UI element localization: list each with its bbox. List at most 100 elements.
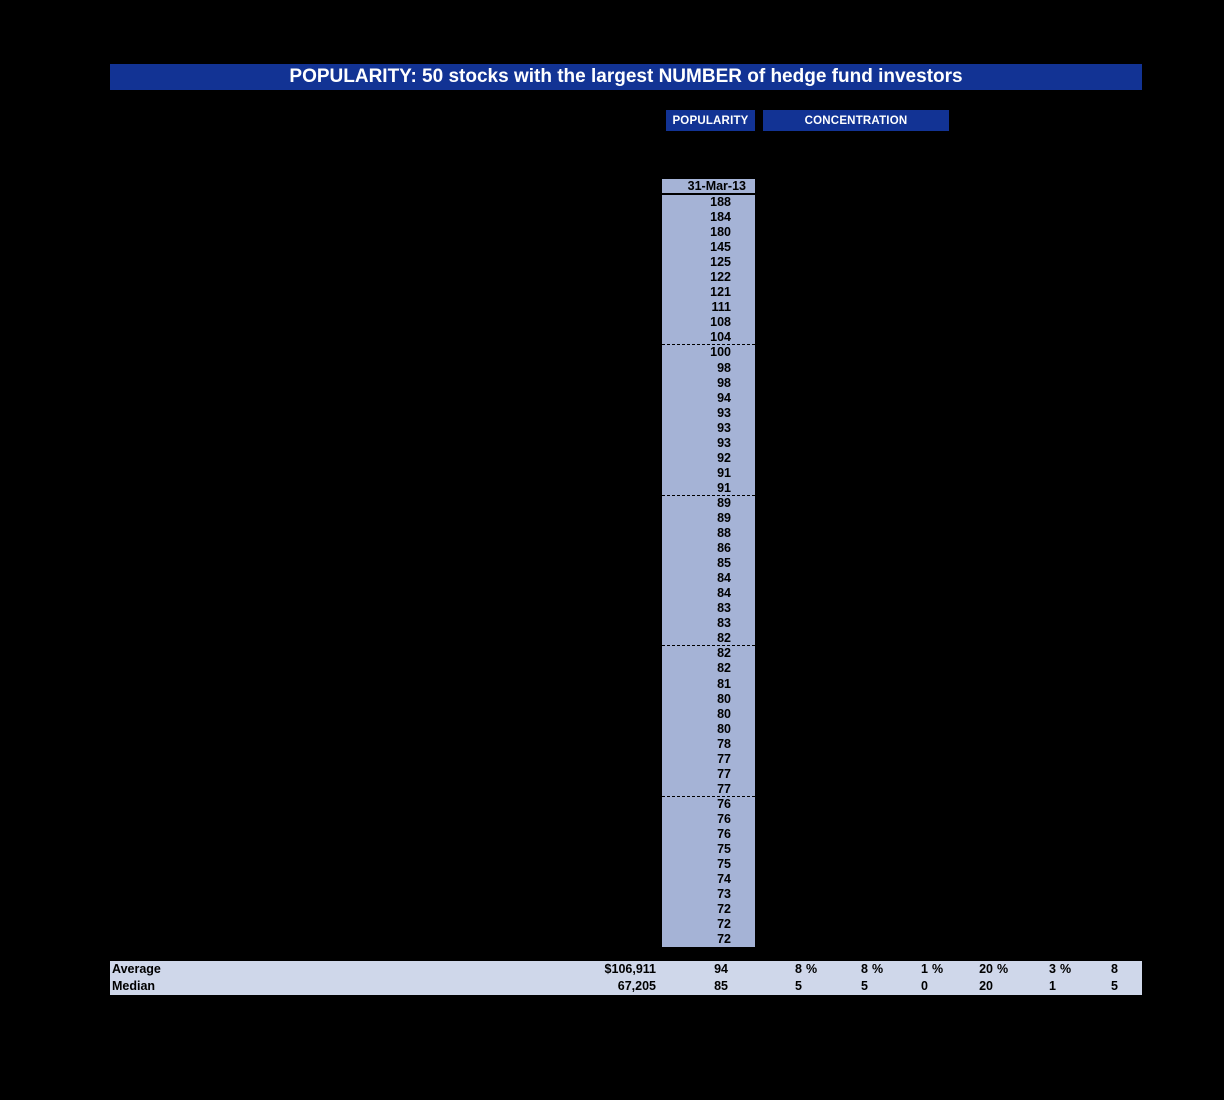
investor-count-cell: 93 [717,420,731,435]
summary-row-label: Median [112,979,156,993]
investor-count-cell: 82 [717,646,731,661]
investor-count-cell: 76 [717,811,731,826]
investor-count-cell: 180 [710,225,731,240]
summary-value-number: 85 [714,979,728,993]
tab-concentration[interactable]: CONCENTRATION [763,110,949,131]
investor-count-cell: 72 [717,917,731,932]
summary-value-cell: 8% [708,961,818,978]
summary-value-number: 1 [921,962,928,976]
investor-count-cell: 80 [717,706,731,721]
summary-value-unit [1118,961,1134,978]
investor-count-cell: 94 [717,390,731,405]
investor-count-cell: 72 [717,932,731,947]
summary-value-number: 8 [795,962,802,976]
investor-count-cell: 89 [717,495,731,510]
summary-value-number: 8 [861,962,868,976]
investor-count-cell: 188 [710,195,731,209]
investor-count-cell: 91 [662,481,755,496]
summary-value-number: 20 [979,962,993,976]
investor-count-cell: 125 [710,255,731,270]
summary-value-unit: % [1060,962,1072,976]
investor-count-cell: 78 [717,736,731,751]
investor-count-cell: 145 [710,240,731,255]
summary-value-cell: 0 [834,978,944,995]
investor-count-cell: 76 [717,826,731,841]
summary-value-number: 5 [1111,979,1118,993]
investor-count-cell: 82 [717,661,731,676]
summary-value-number: 94 [714,962,728,976]
investor-count-cell: 89 [717,510,731,525]
summary-value-unit: % [806,962,818,976]
investor-count-cell: 75 [717,857,731,872]
summary-value-cell: 5 [774,978,884,995]
investor-count-cell: 184 [710,210,731,225]
investor-count-cell: 122 [710,270,731,285]
investor-count-cell: 93 [717,435,731,450]
summary-row-median: Median 67,205 85 5 5 0 20 1 5 [110,978,1142,995]
summary-value-cell: 1% [834,961,944,978]
investor-count-cell: 76 [717,796,731,811]
summary-value-cell: 1 [962,978,1072,995]
summary-value-number: 67,205 [617,979,656,993]
report-title-banner: POPULARITY: 50 stocks with the largest N… [110,64,1142,90]
investor-count-cell: 91 [717,465,731,480]
summary-row-label: Average [112,962,161,976]
date-column-header: 31-Mar-13 [662,178,755,195]
summary-value-cell: 67,205 [562,978,672,995]
investor-count-cell: 83 [717,616,731,631]
summary-value-cell: 94 [634,961,744,978]
investor-count-cell: 74 [717,872,731,887]
investor-count-cell: 72 [717,902,731,917]
investor-count-cell: 82 [662,631,755,647]
investor-count-cell: 73 [717,887,731,902]
summary-value-cell: 8% [774,961,884,978]
investor-count-cell: 80 [717,721,731,736]
summary-band: Average $106,911 94 8% 8% 1% 20% 3% 8 Median 67,20… [110,961,1142,995]
summary-value-unit [1118,978,1134,995]
investor-count-cell: 77 [717,766,731,781]
investor-count-cell: 86 [717,541,731,556]
investor-count-cell: 77 [717,751,731,766]
investor-count-cell: 93 [717,405,731,420]
summary-value-cell: 5 [1024,978,1134,995]
summary-value-number: $106,911 [604,962,656,976]
summary-value-cell: 20% [899,961,1009,978]
summary-value-cell: $106,911 [562,961,672,978]
summary-value-cell: 3% [962,961,1072,978]
summary-value-cell: 85 [634,978,744,995]
investor-count-cell: 77 [662,782,755,797]
investor-count-cell: 80 [717,691,731,706]
investor-count-cell: 98 [717,375,731,390]
investor-count-cell: 104 [662,330,755,346]
summary-value-number: 5 [795,979,802,993]
summary-value-number: 1 [1049,979,1056,993]
summary-value-cell: 8 [1024,961,1134,978]
summary-value-number: 5 [861,979,868,993]
summary-value-unit: % [932,962,944,976]
summary-value-unit: % [872,962,884,976]
tab-popularity[interactable]: POPULARITY [666,110,755,131]
investor-count-cell: 85 [717,556,731,571]
summary-value-number: 3 [1049,962,1056,976]
summary-value-number: 8 [1111,962,1118,976]
investor-count-cell: 92 [717,450,731,465]
investor-count-cell: 88 [717,526,731,541]
investor-count-cell: 83 [717,601,731,616]
report-title: POPULARITY: 50 stocks with the largest N… [289,66,963,87]
investor-count-cell: 108 [710,315,731,330]
summary-value-cell: 20 [899,978,1009,995]
investor-count-cell: 81 [717,676,731,691]
investor-count-cell: 121 [710,285,731,300]
investor-count-cell: 84 [717,586,731,601]
summary-value-number: 0 [921,979,928,993]
investor-count-cell: 111 [711,300,731,315]
summary-value-cell: 5 [708,978,818,995]
investor-count-cell: 100 [710,345,731,360]
investor-count-cell: 75 [717,842,731,857]
investor-count-cell: 98 [717,360,731,375]
summary-value-unit: % [997,962,1009,976]
investor-count-column: 188 184 180 145 125 122 121 111 108 104 100 98 98 94 9… [662,195,755,948]
investor-count-cell: 84 [717,571,731,586]
summary-row-average: Average $106,911 94 8% 8% 1% 20% 3% 8 [110,961,1142,978]
